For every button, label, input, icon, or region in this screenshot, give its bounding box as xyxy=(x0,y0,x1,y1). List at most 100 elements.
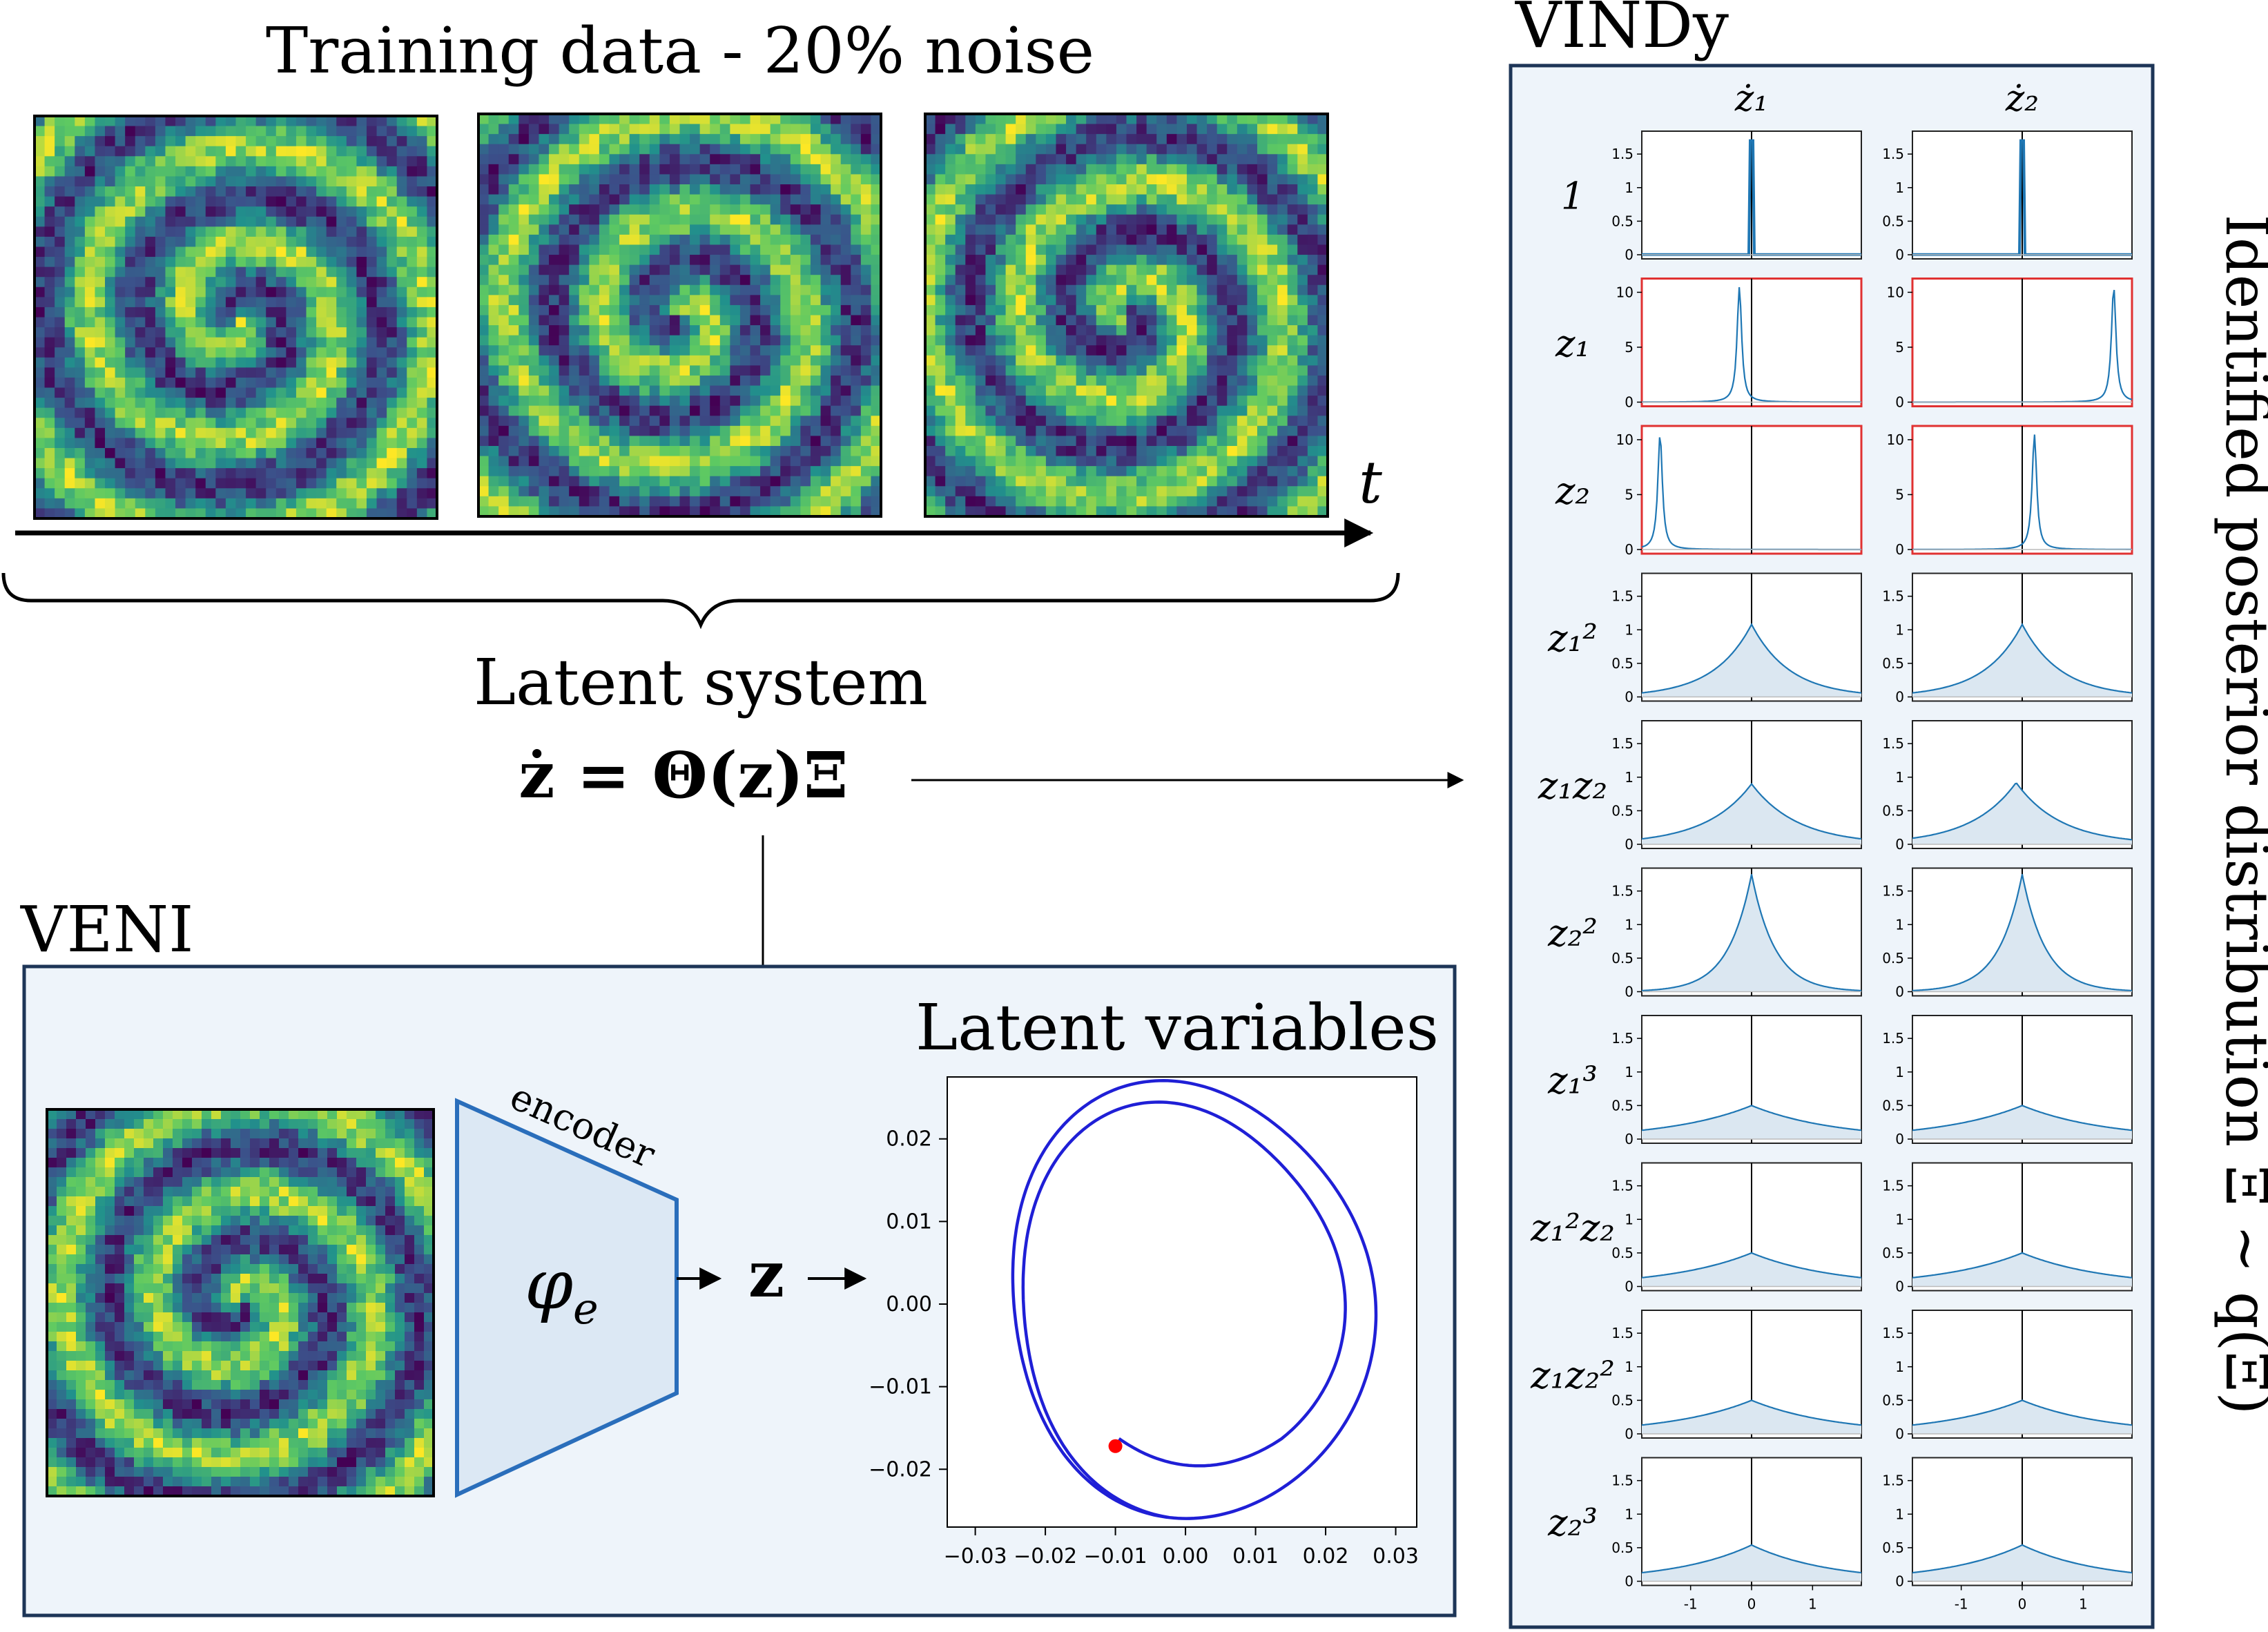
y-tick-label: 10 xyxy=(1616,284,1634,300)
posterior-subplot: 1.5 1 0.5 0 xyxy=(1611,720,1862,853)
y-tick-label: 1.5 xyxy=(1611,883,1634,900)
posterior-subplot: 10 5 0 xyxy=(1616,278,1863,411)
y-tick-label: 1.5 xyxy=(1882,1178,1904,1194)
posterior-fill xyxy=(1912,624,2132,697)
y-tick-label: 1.5 xyxy=(1611,1178,1634,1194)
encoder-block xyxy=(455,1098,679,1498)
latent-plot-title: Latent variables xyxy=(915,991,1439,1065)
y-tick-label: 1.5 xyxy=(1611,588,1634,605)
posterior-curve xyxy=(1912,874,2133,991)
y-tick-label: 1.5 xyxy=(1882,735,1904,752)
y-tick-label: 0.5 xyxy=(1611,802,1634,819)
posterior-fill xyxy=(1642,874,1861,992)
y-tick-label: 1.5 xyxy=(1882,1473,1904,1489)
vindy-row-term: z₂ xyxy=(1555,469,1590,513)
y-tick-label: 5 xyxy=(1625,486,1634,503)
vindy-row-term: z₁ xyxy=(1555,322,1590,365)
y-tick-label: 1.5 xyxy=(1611,735,1634,752)
y-tick-label: 0 xyxy=(1895,984,1904,1000)
y-tick-label: 1 xyxy=(1895,916,1904,933)
y-tick-label: 0.5 xyxy=(1611,1539,1634,1556)
posterior-subplot: 1.5 1 0.5 0 xyxy=(1882,867,2133,1000)
y-tick-label: 1 xyxy=(1625,179,1634,196)
y-tick-label: 0 xyxy=(1625,1426,1634,1442)
posterior-curve xyxy=(1641,1105,1862,1131)
x-tick-label: 1 xyxy=(2079,1596,2088,1613)
y-tick-label: 1 xyxy=(1625,1359,1634,1375)
y-tick-label: 0 xyxy=(1625,1573,1634,1590)
posterior-fill xyxy=(1642,1545,1861,1582)
posterior-subplot: 10 5 0 xyxy=(1887,278,2133,411)
posterior-subplot: 1.5 1 0.5 0 xyxy=(1882,720,2133,853)
y-tick-label: 0.5 xyxy=(1882,1539,1904,1556)
y-tick-label: 1 xyxy=(1895,621,1904,638)
posterior-subplot: 1.5 1 0.5 0 xyxy=(1611,867,1862,1000)
y-tick-label: 1 xyxy=(1625,1211,1634,1227)
posterior-subplot: 10 5 0 xyxy=(1887,425,2133,558)
training-frame-1 xyxy=(33,115,438,520)
y-tick-label: 1.5 xyxy=(1882,883,1904,900)
y-tick-label: 0.5 xyxy=(1611,1245,1634,1261)
y-tick-label: 1.5 xyxy=(1611,1473,1634,1489)
posterior-subplot: 1.5 1 0.5 0 xyxy=(1882,1310,2133,1442)
vindy-row-term: z₁²z₂ xyxy=(1530,1206,1615,1250)
posterior-subplot: 1.5 1 0.5 0 xyxy=(1882,1015,2133,1147)
x-tick-label: 0.03 xyxy=(1373,1544,1419,1568)
y-tick-label: 10 xyxy=(1616,431,1634,448)
y-tick-label: 0.5 xyxy=(1882,950,1904,966)
training-title: Training data - 20% noise xyxy=(266,14,1094,88)
y-tick-label: 1.5 xyxy=(1882,1030,1904,1047)
y-tick-label: 0.01 xyxy=(886,1210,932,1234)
x-tick-label: −0.01 xyxy=(1084,1544,1147,1568)
vindy-col-header: ż₂ xyxy=(2005,78,2039,119)
curly-brace xyxy=(1,572,1400,630)
y-tick-label: 1.5 xyxy=(1882,1325,1904,1341)
y-tick-label: 0.5 xyxy=(1611,213,1634,229)
vindy-row-term: z₁² xyxy=(1547,616,1598,660)
y-tick-label: 0 xyxy=(1625,984,1634,1000)
y-tick-label: 1 xyxy=(1625,916,1634,933)
posterior-subplot: 1.5 1 0.5 0 xyxy=(1611,1310,1862,1442)
posterior-subplot: 1.5 1 0.5 0 xyxy=(1611,1162,1862,1295)
y-tick-label: 1 xyxy=(1895,1359,1904,1375)
y-tick-label: −0.02 xyxy=(869,1457,932,1482)
posterior-curve xyxy=(1641,874,1862,991)
x-tick-label: -1 xyxy=(1955,1596,1968,1613)
y-tick-label: 0 xyxy=(1895,1279,1904,1295)
posterior-fill xyxy=(1912,874,2132,992)
y-tick-label: 0 xyxy=(1895,689,1904,706)
posterior-curve xyxy=(1641,1544,1862,1574)
y-tick-label: 0 xyxy=(1895,246,1904,263)
posterior-fill xyxy=(1912,1105,2132,1139)
posterior-curve xyxy=(1641,1252,1862,1279)
posterior-curve xyxy=(1912,1105,2133,1131)
posterior-fill xyxy=(1642,1252,1861,1287)
posterior-subplot: 1.5 1 0.5 0 xyxy=(1611,1015,1862,1147)
y-tick-label: 0.5 xyxy=(1611,655,1634,672)
posterior-curve xyxy=(1912,1252,2133,1279)
latent-plot-area xyxy=(947,1076,1417,1528)
y-tick-label: 0 xyxy=(1895,394,1904,411)
training-frame-3 xyxy=(924,113,1329,518)
posterior-subplot: 1.5 1 0.5 0 -1 0 1 xyxy=(1611,1457,1862,1613)
x-tick-label: 0 xyxy=(1747,1596,1756,1613)
time-axis-label: t xyxy=(1359,449,1382,516)
veni-spiral-image xyxy=(46,1108,435,1497)
veni-title: VENI xyxy=(20,893,193,966)
y-tick-label: 0 xyxy=(1895,541,1904,558)
y-tick-label: 0.5 xyxy=(1882,1392,1904,1408)
y-tick-label: 0 xyxy=(1625,1279,1634,1295)
latent-system-equation: ż = Θ(z)Ξ xyxy=(518,738,849,813)
posterior-subplot: 10 5 0 xyxy=(1616,425,1863,558)
y-tick-label: 0.5 xyxy=(1882,1097,1904,1114)
y-tick-label: 0 xyxy=(1895,1573,1904,1590)
posterior-subplot: 1.5 1 0.5 0 xyxy=(1882,572,2133,706)
y-tick-label: 0 xyxy=(1625,689,1634,706)
posterior-curve xyxy=(1912,782,2133,841)
y-tick-label: 1 xyxy=(1895,769,1904,786)
x-tick-label: 0.00 xyxy=(1163,1544,1209,1568)
posterior-curve xyxy=(1912,1544,2133,1574)
posterior-curve xyxy=(1912,623,2133,694)
y-tick-label: 1 xyxy=(1625,621,1634,638)
y-tick-label: 10 xyxy=(1887,284,1904,300)
